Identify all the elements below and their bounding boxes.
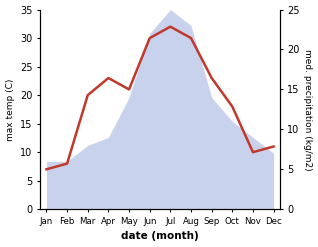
X-axis label: date (month): date (month) <box>121 231 199 242</box>
Y-axis label: med. precipitation (kg/m2): med. precipitation (kg/m2) <box>303 49 313 170</box>
Y-axis label: max temp (C): max temp (C) <box>5 78 15 141</box>
